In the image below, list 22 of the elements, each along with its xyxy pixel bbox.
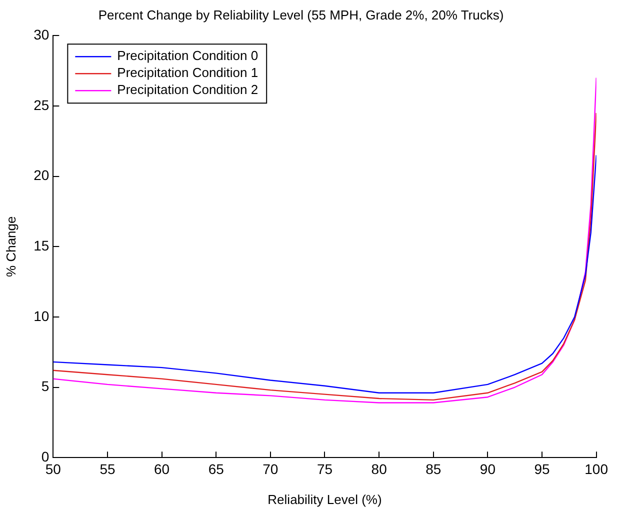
y-axis-title: % Change (3, 216, 18, 277)
y-tick-label: 10 (34, 308, 50, 324)
legend-label: Precipitation Condition 2 (117, 82, 258, 98)
x-axis-title: Reliability Level (%) (268, 492, 382, 507)
legend-label: Precipitation Condition 0 (117, 48, 258, 64)
x-tick-label: 90 (480, 460, 496, 477)
y-tick-label: 30 (34, 26, 50, 42)
x-tick-label: 70 (262, 460, 278, 477)
y-tick-label: 20 (34, 167, 50, 184)
y-tick-label: 15 (34, 237, 50, 254)
x-tick-label: 100 (584, 460, 608, 477)
y-tick-label: 25 (34, 96, 50, 113)
x-tick-label: 85 (426, 460, 442, 477)
x-tick-label: 55 (100, 460, 116, 477)
x-tick-label: 60 (154, 460, 170, 477)
x-tick-label: 95 (534, 460, 550, 477)
y-tick-label: 5 (41, 378, 50, 394)
x-tick-label: 75 (316, 460, 333, 477)
legend-label: Precipitation Condition 1 (117, 65, 258, 80)
x-tick-label: 65 (208, 460, 224, 477)
x-tick-label: 80 (371, 460, 388, 477)
chart-title: Percent Change by Reliability Level (55 MPH, Grade 2%, 20% Trucks) (98, 7, 504, 22)
